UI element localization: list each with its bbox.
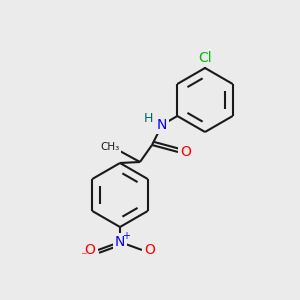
Text: Cl: Cl bbox=[198, 51, 212, 65]
Text: O: O bbox=[145, 243, 155, 257]
Text: O: O bbox=[181, 145, 191, 159]
Text: ⁻: ⁻ bbox=[80, 250, 86, 263]
Text: H: H bbox=[143, 112, 153, 124]
Text: N: N bbox=[115, 235, 125, 249]
Text: O: O bbox=[85, 243, 95, 257]
Text: +: + bbox=[122, 231, 130, 241]
Text: CH₃: CH₃ bbox=[100, 142, 120, 152]
Text: N: N bbox=[157, 118, 167, 132]
